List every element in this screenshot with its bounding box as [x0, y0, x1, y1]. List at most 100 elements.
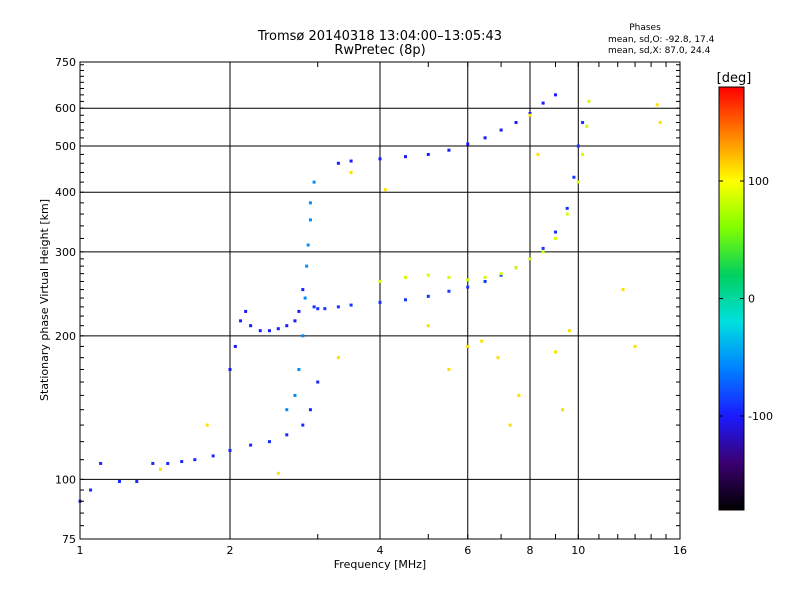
- data-point: [285, 324, 289, 328]
- data-point: [297, 309, 301, 313]
- data-point: [205, 423, 209, 427]
- data-point: [528, 113, 532, 117]
- y-tick-label: 200: [55, 330, 76, 343]
- data-point: [483, 279, 487, 283]
- data-point: [89, 488, 93, 492]
- data-point: [403, 155, 407, 159]
- data-point: [553, 236, 557, 240]
- data-point: [426, 152, 430, 156]
- data-point: [499, 128, 503, 132]
- data-point: [244, 309, 248, 313]
- data-point: [483, 136, 487, 140]
- data-point: [228, 448, 232, 452]
- data-point: [541, 250, 545, 254]
- data-point: [180, 460, 184, 464]
- data-point: [336, 356, 340, 360]
- data-point: [528, 111, 532, 115]
- data-point: [480, 339, 484, 343]
- data-point: [447, 367, 451, 371]
- data-point: [483, 276, 487, 280]
- phase-heading: Phases: [629, 23, 661, 33]
- data-point: [249, 443, 253, 447]
- data-point: [378, 157, 382, 161]
- data-point: [293, 319, 297, 323]
- data-point: [447, 289, 451, 293]
- data-point: [312, 180, 316, 184]
- axis-ticks: 1 2 4 6 8 10 16 75 100 200 300 400 500 600 750: [55, 56, 687, 557]
- x-axis-label: Frequency [MHz]: [334, 558, 426, 571]
- data-point: [306, 243, 310, 247]
- data-point: [303, 296, 307, 300]
- data-point: [293, 393, 297, 397]
- data-point: [426, 294, 430, 298]
- data-point: [581, 121, 585, 125]
- data-point: [285, 408, 289, 412]
- data-point: [233, 344, 237, 348]
- y-tick-label: 600: [55, 102, 76, 115]
- data-points: [78, 93, 662, 503]
- data-point: [228, 367, 232, 371]
- data-point: [576, 144, 580, 148]
- data-point: [158, 467, 162, 471]
- chart-title-line1: Tromsø 20140318 13:04:00–13:05:43: [257, 29, 502, 44]
- data-point: [553, 350, 557, 354]
- data-point: [496, 356, 500, 360]
- data-point: [297, 367, 301, 371]
- y-tick-label: 75: [62, 533, 76, 546]
- data-point: [316, 307, 320, 311]
- colorbar-tick-label: 100: [748, 175, 769, 188]
- data-point: [567, 329, 571, 333]
- data-point: [426, 273, 430, 277]
- data-point: [135, 479, 139, 483]
- phase-o-stats: mean, sd,O: -92.8, 17.4: [608, 35, 715, 45]
- colorbar-tick-label: 0: [748, 293, 755, 306]
- data-point: [99, 461, 103, 465]
- data-point: [378, 279, 382, 283]
- data-point: [633, 344, 637, 348]
- x-tick-label: 4: [377, 544, 384, 557]
- data-point: [514, 266, 518, 270]
- x-tick-label: 16: [673, 544, 687, 557]
- data-point: [528, 257, 532, 261]
- data-point: [403, 276, 407, 280]
- data-point: [499, 273, 503, 277]
- data-point: [541, 246, 545, 250]
- colorbar-ticks: 100 0 -100: [719, 175, 773, 423]
- x-tick-label: 6: [464, 544, 471, 557]
- data-point: [336, 161, 340, 165]
- y-tick-label: 400: [55, 186, 76, 199]
- data-point: [466, 142, 470, 146]
- data-point: [301, 288, 305, 292]
- data-point: [581, 152, 585, 156]
- data-point: [403, 298, 407, 302]
- data-point: [258, 329, 262, 333]
- chart-title-line2: RwPretec (8p): [334, 43, 425, 58]
- data-point: [499, 272, 503, 276]
- data-point: [323, 307, 327, 311]
- data-point: [336, 305, 340, 309]
- x-tick-label: 8: [527, 544, 534, 557]
- data-point: [151, 461, 155, 465]
- data-point: [312, 305, 316, 309]
- data-point: [308, 408, 312, 412]
- y-tick-label: 500: [55, 140, 76, 153]
- data-point: [514, 121, 518, 125]
- data-point: [508, 423, 512, 427]
- data-point: [541, 101, 545, 105]
- data-point: [517, 393, 521, 397]
- y-axis-label: Stationary phase Virtual Height [km]: [38, 199, 51, 401]
- data-point: [193, 458, 197, 462]
- data-point: [466, 278, 470, 282]
- phase-x-stats: mean, sd,X: 87.0, 24.4: [608, 46, 711, 56]
- grid-lines: [80, 62, 680, 539]
- data-point: [301, 334, 305, 338]
- data-point: [621, 288, 625, 292]
- data-point: [447, 148, 451, 152]
- data-point: [565, 212, 569, 216]
- data-point: [585, 124, 589, 128]
- data-point: [305, 264, 309, 268]
- data-point: [587, 99, 591, 103]
- data-point: [658, 121, 662, 125]
- y-tick-label: 750: [55, 56, 76, 69]
- data-point: [285, 433, 289, 437]
